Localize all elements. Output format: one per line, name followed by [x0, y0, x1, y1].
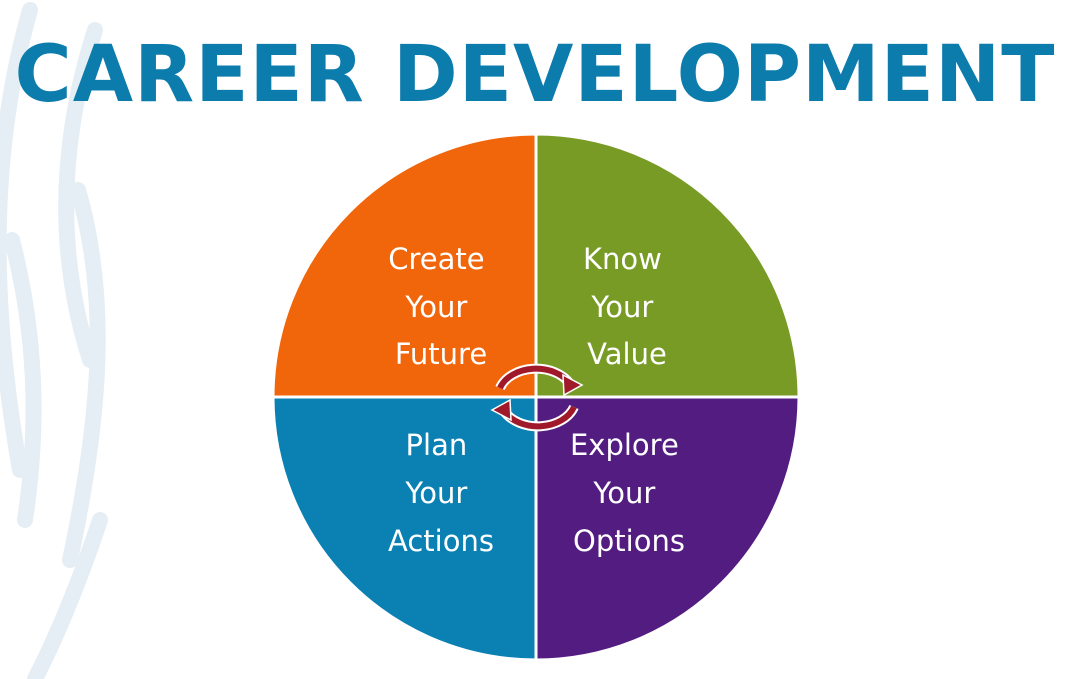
background-arc: [0, 2, 38, 478]
know-label-line-1: Know: [583, 242, 662, 276]
know-label: Know Your Value: [583, 242, 671, 371]
background-arc: [62, 182, 106, 568]
create-label-line-3: Future: [395, 337, 487, 371]
quadrant-create-your-future: [271, 132, 538, 399]
plan-label: Plan Your Actions: [388, 428, 494, 558]
explore-label-line-2: Your: [592, 476, 655, 510]
quadrant-explore-your-options: [534, 395, 801, 662]
explore-label-line-3: Options: [573, 524, 685, 558]
create-label: Create Your Future: [388, 242, 494, 371]
explore-label-line-1: Explore: [570, 428, 679, 462]
plan-label-line-3: Actions: [388, 524, 494, 558]
background-arc: [4, 232, 42, 528]
quadrant-know-your-value: [534, 132, 801, 399]
plan-label-line-2: Your: [404, 476, 467, 510]
plan-label-line-1: Plan: [406, 428, 468, 462]
know-label-line-2: Your: [590, 290, 653, 324]
quadrant-plan-your-actions: [271, 395, 538, 662]
cycle-arrows-icon: [490, 363, 584, 432]
create-label-line-2: Your: [404, 290, 467, 324]
know-label-line-3: Value: [587, 337, 667, 371]
background-arc: [58, 22, 103, 368]
background-arc: [27, 512, 108, 679]
page-title: CAREER DEVELOPMENT: [14, 30, 1056, 120]
create-label-line-1: Create: [388, 242, 484, 276]
explore-label: Explore Your Options: [570, 428, 688, 558]
